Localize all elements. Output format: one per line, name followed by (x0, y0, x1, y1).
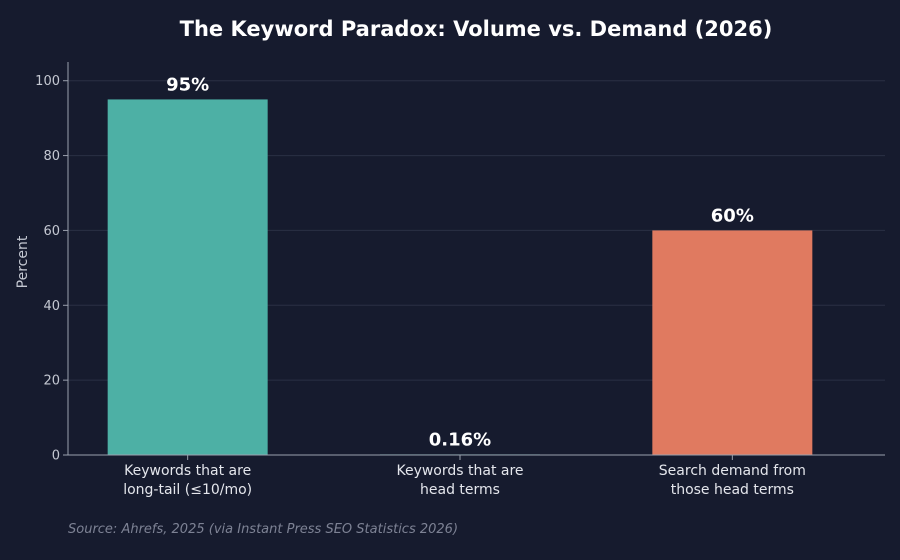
bar-value-label: 95% (166, 74, 209, 95)
labels: 95% Keywords that are long-tail (≤10/mo) 0.… (123, 74, 806, 498)
source-note: Source: Ahrefs, 2025 (via Instant Press … (68, 522, 458, 537)
x-tick-label: head terms (420, 482, 500, 498)
y-tick-label: 60 (43, 224, 60, 239)
bar (107, 99, 268, 455)
bar (652, 230, 813, 455)
y-tick-label: 100 (35, 74, 60, 89)
x-tick-label: long-tail (≤10/mo) (123, 482, 252, 498)
y-tick-label: 20 (43, 374, 60, 389)
y-tick-label: 40 (43, 299, 60, 314)
x-tick-label: Keywords that are (124, 463, 251, 479)
y-axis-label: Percent (15, 235, 31, 288)
y-tick-label: 0 (52, 449, 60, 464)
x-tick-label: those head terms (671, 482, 794, 498)
bars (107, 99, 813, 455)
bar-value-label: 0.16% (429, 429, 491, 450)
chart-title: The Keyword Paradox: Volume vs. Demand (… (180, 17, 773, 41)
axes: 0 20 40 60 80 100 (35, 62, 885, 464)
y-tick-label: 80 (43, 149, 60, 164)
x-tick-label: Search demand from (659, 463, 806, 479)
x-tick-label: Keywords that are (396, 463, 523, 479)
bar-value-label: 60% (711, 205, 754, 226)
